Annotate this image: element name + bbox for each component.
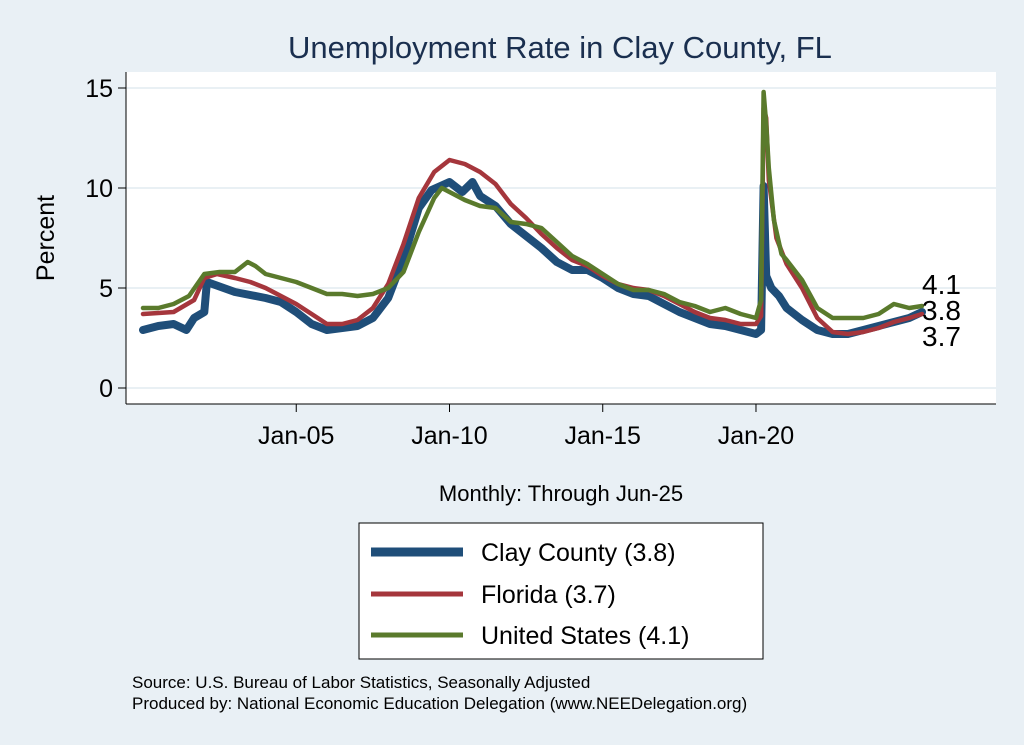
chart-title: Unemployment Rate in Clay County, FL	[288, 30, 832, 65]
y-axis-title: Percent	[32, 195, 60, 281]
y-axis-ticks: 0 5 10 15	[85, 75, 126, 403]
legend-label-clay: Clay County (3.8)	[481, 539, 676, 567]
x-tick-label: Jan-20	[718, 422, 794, 450]
series-line-florida	[140, 105, 925, 337]
y-tick-label: 15	[85, 75, 113, 103]
series-lines	[139, 89, 926, 338]
end-value-labels: 4.1 3.8 3.7	[922, 269, 961, 352]
legend: Clay County (3.8) Florida (3.7) United S…	[358, 522, 764, 660]
series-line-clay	[139, 178, 926, 338]
x-tick-label: Jan-05	[258, 422, 334, 450]
source-line: Source: U.S. Bureau of Labor Statistics,…	[132, 673, 590, 692]
x-axis-ticks: Jan-05 Jan-10 Jan-15 Jan-20	[258, 404, 794, 450]
legend-label-florida: Florida (3.7)	[481, 581, 616, 609]
x-tick-label: Jan-10	[411, 422, 487, 450]
y-tick-label: 5	[99, 275, 113, 303]
grid-lines	[126, 87, 996, 389]
plot-area	[125, 72, 996, 405]
x-tick-label: Jan-15	[565, 422, 641, 450]
y-tick-label: 10	[85, 175, 113, 203]
producer-line: Produced by: National Economic Education…	[132, 694, 747, 713]
legend-label-us: United States (4.1)	[481, 622, 689, 650]
end-label-clay: 3.8	[922, 295, 961, 326]
y-tick-label: 0	[99, 375, 113, 403]
end-label-us: 4.1	[922, 269, 961, 300]
plot-background	[126, 72, 996, 404]
end-label-florida: 3.7	[922, 321, 961, 352]
x-axis-note: Monthly: Through Jun-25	[439, 481, 683, 506]
series-line-us	[140, 89, 925, 321]
